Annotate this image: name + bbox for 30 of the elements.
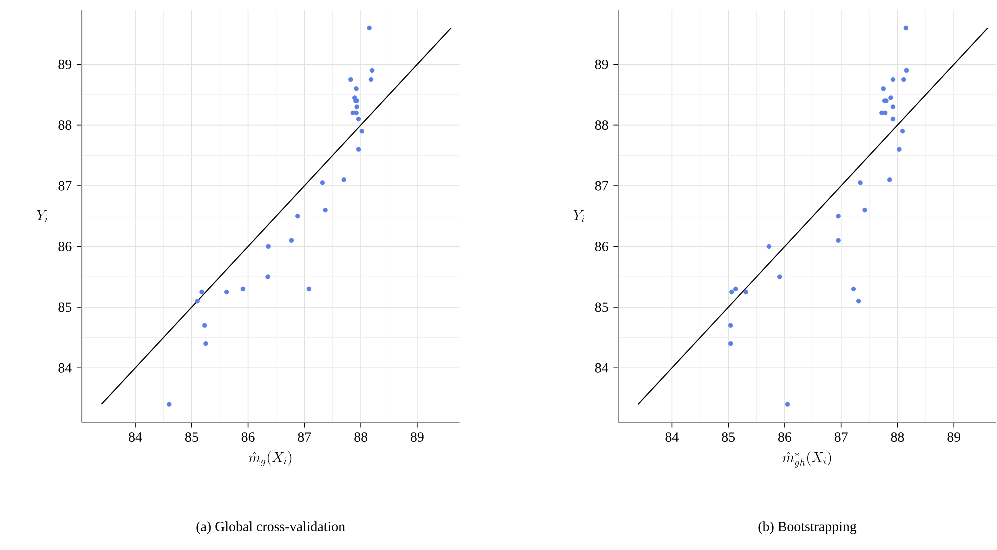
- x-tick-label: 86: [778, 432, 792, 442]
- y-tick-label: 84: [58, 364, 72, 373]
- x-tick-label: 89: [411, 432, 424, 442]
- text: (a) Global cross-validation: [196, 522, 346, 534]
- y-tick-label: 88: [595, 120, 608, 130]
- y-tick-label: 89: [595, 60, 608, 70]
- x-axis-title: $\hat{m}_{g}(X_{i})$: [249, 452, 292, 467]
- x-tick-label: 89: [948, 432, 961, 442]
- x-tick-label: 88: [891, 432, 904, 442]
- x-tick-label: 88: [354, 432, 368, 442]
- y-tick-label: 88: [58, 120, 72, 130]
- x-tick-label: 85: [185, 432, 198, 442]
- y-tick-label: 86: [595, 242, 608, 252]
- y-tick-label: 85: [595, 302, 608, 312]
- y-tick-label: 84: [595, 364, 609, 373]
- y-tick-label: 89: [58, 60, 72, 70]
- x-tick-label: 87: [834, 432, 848, 442]
- x-axis-title: $\hat{m}^{*}_{gh}(X_{i})$: [782, 452, 832, 468]
- x-tick-label: 85: [722, 432, 736, 442]
- x-tick-label: 84: [666, 432, 679, 442]
- y-tick-label: 87: [58, 181, 72, 191]
- x-tick-label: 87: [298, 432, 312, 442]
- y-tick-label: 87: [595, 181, 608, 191]
- y-axis-title: $Y_{i}$: [574, 210, 584, 223]
- y-axis-title: $Y_{i}$: [37, 210, 48, 223]
- text: (b) Bootstrapping: [758, 522, 857, 535]
- x-tick-label: 86: [242, 432, 255, 442]
- y-tick-label: 86: [58, 242, 72, 252]
- y-tick-label: 85: [58, 302, 72, 312]
- x-tick-label: 84: [129, 432, 142, 442]
